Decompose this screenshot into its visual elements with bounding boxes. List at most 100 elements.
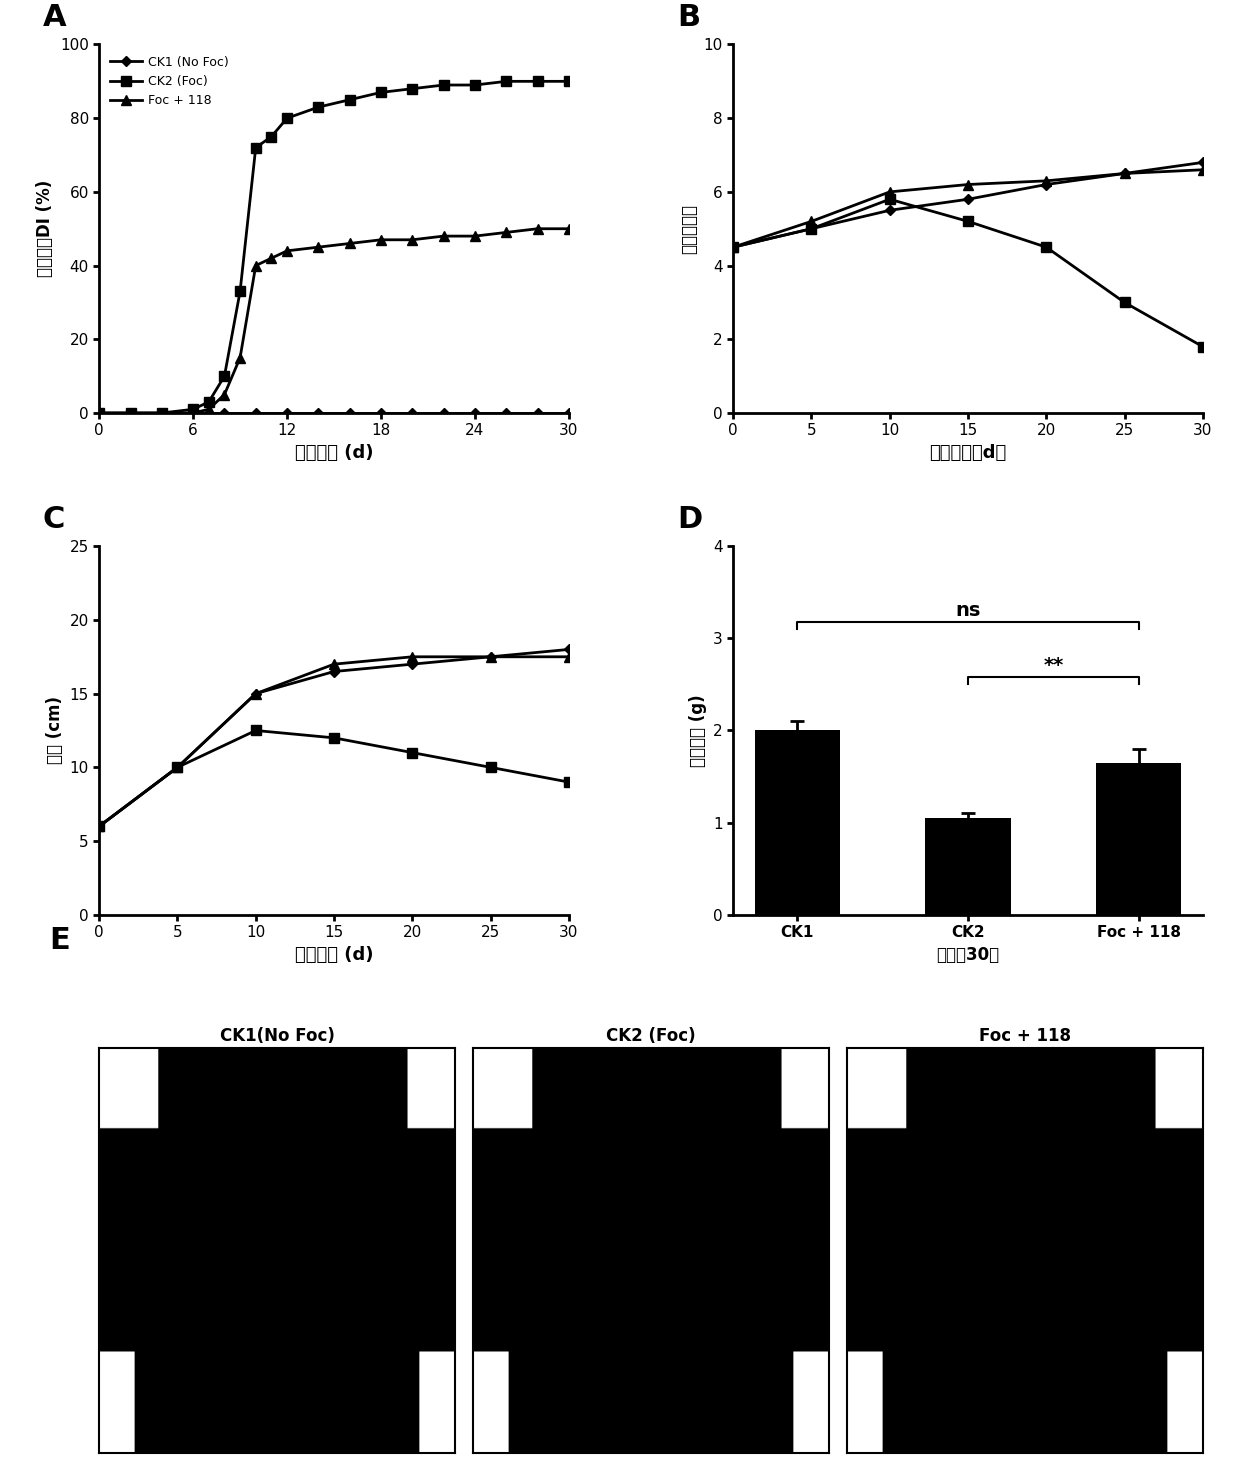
- Foc + 118: [1195, 160, 1210, 178]
- CK2 (Foc): [1117, 294, 1132, 311]
- Line: Foc + 118: Foc + 118: [728, 165, 1208, 252]
- X-axis label: 移格天数（d）: 移格天数（d）: [929, 443, 1007, 461]
- CK1 (No Foc): [1195, 154, 1210, 172]
- Foc + 118: [170, 758, 185, 776]
- Y-axis label: 香蕉叶片数: 香蕉叶片数: [680, 203, 698, 254]
- CK1 (No Foc): [248, 403, 263, 421]
- CK2 (Foc): [725, 239, 740, 257]
- CK2 (Foc): [217, 368, 232, 386]
- Text: B: B: [677, 3, 699, 33]
- CK2 (Foc): [311, 98, 326, 116]
- Foc + 118: [311, 239, 326, 257]
- CK2 (Foc): [233, 282, 248, 300]
- Text: ns: ns: [955, 601, 981, 620]
- CK1 (No Foc): [311, 403, 326, 421]
- Legend: CK1 (No Foc), CK2 (Foc), Foc + 118: CK1 (No Foc), CK2 (Foc), Foc + 118: [105, 50, 233, 113]
- Foc + 118: [562, 648, 577, 666]
- Foc + 118: [404, 648, 419, 666]
- CK2 (Foc): [404, 80, 419, 98]
- CK2 (Foc): [342, 90, 357, 108]
- CK1 (No Foc): [961, 190, 976, 208]
- CK1 (No Foc): [1039, 175, 1054, 193]
- CK2 (Foc): [484, 758, 498, 776]
- X-axis label: 移格后30天: 移格后30天: [936, 946, 999, 964]
- CK1 (No Foc): [373, 403, 388, 421]
- Foc + 118: [467, 227, 482, 245]
- Foc + 118: [217, 386, 232, 403]
- CK1 (No Foc): [562, 641, 577, 658]
- Foc + 118: [562, 219, 577, 237]
- CK2 (Foc): [804, 219, 818, 237]
- CK2 (Foc): [264, 128, 279, 145]
- CK2 (Foc): [92, 403, 107, 421]
- Foc + 118: [883, 182, 898, 200]
- Foc + 118: [436, 227, 451, 245]
- CK1 (No Foc): [498, 403, 513, 421]
- Bar: [754, 731, 839, 915]
- CK1 (No Foc): [217, 403, 232, 421]
- Foc + 118: [1039, 172, 1054, 190]
- CK1 (No Foc): [186, 403, 201, 421]
- Foc + 118: [804, 212, 818, 230]
- Foc + 118: [248, 257, 263, 274]
- Foc + 118: [373, 231, 388, 249]
- Foc + 118: [529, 219, 544, 237]
- Foc + 118: [484, 648, 498, 666]
- CK2 (Foc): [279, 110, 294, 128]
- Foc + 118: [154, 403, 169, 421]
- CK2 (Foc): [436, 76, 451, 93]
- X-axis label: 移格天数 (d): 移格天数 (d): [295, 946, 373, 964]
- Line: CK1 (No Foc): CK1 (No Foc): [95, 647, 573, 830]
- Foc + 118: [961, 175, 976, 193]
- CK1 (No Foc): [1117, 165, 1132, 182]
- CK1 (No Foc): [804, 219, 818, 237]
- Title: Foc + 118: Foc + 118: [978, 1028, 1071, 1046]
- Foc + 118: [92, 403, 107, 421]
- X-axis label: 移格天数 (d): 移格天数 (d): [295, 443, 373, 461]
- CK2 (Foc): [248, 722, 263, 740]
- Foc + 118: [123, 403, 138, 421]
- CK2 (Foc): [562, 773, 577, 790]
- Title: CK2 (Foc): CK2 (Foc): [606, 1028, 696, 1046]
- CK2 (Foc): [326, 730, 341, 747]
- Title: CK1(No Foc): CK1(No Foc): [219, 1028, 335, 1046]
- CK1 (No Foc): [342, 403, 357, 421]
- Line: CK1 (No Foc): CK1 (No Foc): [729, 159, 1207, 251]
- Foc + 118: [498, 224, 513, 242]
- Foc + 118: [279, 242, 294, 260]
- Line: CK2 (Foc): CK2 (Foc): [94, 725, 574, 830]
- Foc + 118: [233, 349, 248, 366]
- CK1 (No Foc): [154, 403, 169, 421]
- CK2 (Foc): [92, 817, 107, 835]
- CK1 (No Foc): [326, 663, 341, 681]
- CK2 (Foc): [529, 73, 544, 90]
- Y-axis label: 病情指数DI (%): 病情指数DI (%): [36, 179, 55, 277]
- CK1 (No Foc): [279, 403, 294, 421]
- CK1 (No Foc): [123, 403, 138, 421]
- Line: CK2 (Foc): CK2 (Foc): [728, 194, 1208, 351]
- CK1 (No Foc): [484, 648, 498, 666]
- Line: Foc + 118: Foc + 118: [94, 653, 574, 830]
- Bar: [1096, 762, 1182, 915]
- CK2 (Foc): [883, 190, 898, 208]
- Line: CK2 (Foc): CK2 (Foc): [94, 77, 574, 418]
- CK2 (Foc): [373, 83, 388, 101]
- CK1 (No Foc): [404, 655, 419, 673]
- CK1 (No Foc): [529, 403, 544, 421]
- Foc + 118: [1117, 165, 1132, 182]
- Foc + 118: [725, 239, 740, 257]
- Text: D: D: [677, 504, 702, 534]
- CK1 (No Foc): [170, 758, 185, 776]
- CK2 (Foc): [123, 403, 138, 421]
- CK1 (No Foc): [404, 403, 419, 421]
- Foc + 118: [342, 234, 357, 252]
- CK2 (Foc): [404, 743, 419, 761]
- CK1 (No Foc): [883, 202, 898, 219]
- CK1 (No Foc): [725, 239, 740, 257]
- CK1 (No Foc): [92, 403, 107, 421]
- Foc + 118: [248, 685, 263, 703]
- CK1 (No Foc): [467, 403, 482, 421]
- CK2 (Foc): [467, 76, 482, 93]
- CK1 (No Foc): [92, 817, 107, 835]
- CK2 (Foc): [154, 403, 169, 421]
